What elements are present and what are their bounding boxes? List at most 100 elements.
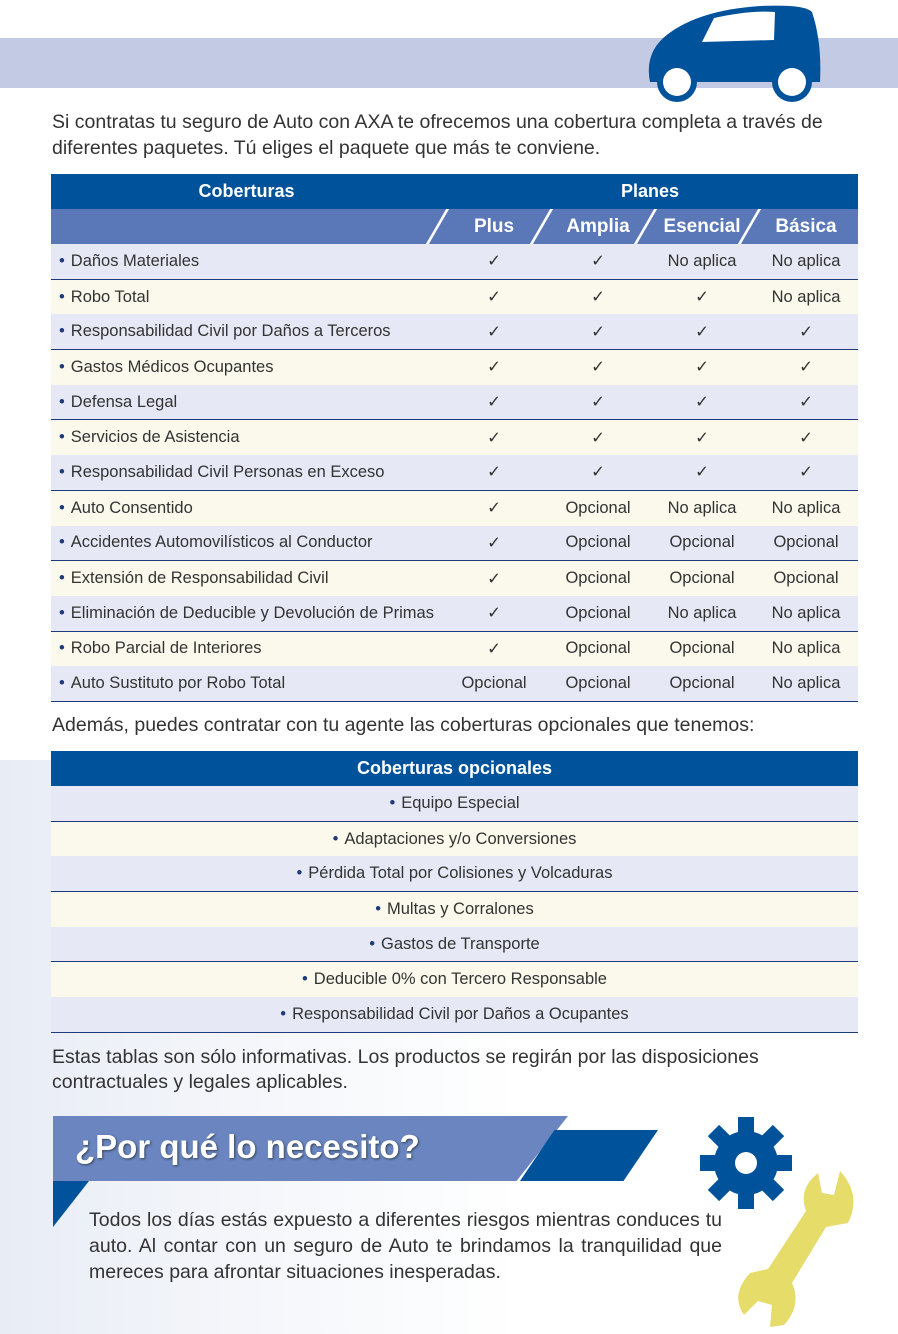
optional-row: • Multas y Corralones bbox=[51, 891, 858, 927]
check-icon: ✓ bbox=[442, 384, 546, 421]
optional-row: • Responsabilidad Civil por Daños a Ocupa… bbox=[51, 997, 858, 1033]
car-icon bbox=[648, 5, 821, 102]
optional-item: • Adaptaciones y/o Conversiones bbox=[51, 821, 858, 857]
check-icon: ✓ bbox=[442, 314, 546, 351]
check-icon: ✓ bbox=[650, 349, 754, 385]
coverage-value: No aplica bbox=[650, 490, 754, 526]
coverage-label: • Auto Sustituto por Robo Total bbox=[51, 666, 442, 702]
disclaimer: Estas tablas son sólo informativas. Los … bbox=[52, 1046, 759, 1093]
table-row: • Defensa Legal ✓ ✓ ✓ ✓ bbox=[51, 384, 858, 421]
check-icon: ✓ bbox=[754, 419, 858, 456]
coverage-label: • Servicios de Asistencia bbox=[51, 419, 442, 456]
check-icon: ✓ bbox=[546, 279, 650, 315]
check-icon: ✓ bbox=[442, 419, 546, 456]
table-row: • Gastos Médicos Ocupantes ✓ ✓ ✓ ✓ bbox=[51, 349, 858, 385]
table-row: • Daños Materiales ✓ ✓ No aplica No aplica bbox=[51, 244, 858, 280]
check-icon: ✓ bbox=[754, 455, 858, 491]
coverage-value: No aplica bbox=[754, 595, 858, 632]
coverage-value: No aplica bbox=[754, 631, 858, 667]
table-row: • Servicios de Asistencia ✓ ✓ ✓ ✓ bbox=[51, 419, 858, 456]
gear-icon bbox=[700, 1117, 792, 1209]
coverage-value: Opcional bbox=[754, 525, 858, 562]
check-icon: ✓ bbox=[546, 244, 650, 280]
coverage-value: Opcional bbox=[546, 666, 650, 702]
check-icon: ✓ bbox=[546, 384, 650, 421]
coverage-label: • Robo Parcial de Interiores bbox=[51, 631, 442, 667]
coverage-label: • Daños Materiales bbox=[51, 244, 442, 280]
coverage-value: No aplica bbox=[754, 490, 858, 526]
optional-item: • Multas y Corralones bbox=[51, 891, 858, 927]
table-row: • Accidentes Automovilísticos al Conducto… bbox=[51, 525, 858, 562]
coverage-label: • Extensión de Responsabilidad Civil bbox=[51, 560, 442, 596]
optional-row: • Adaptaciones y/o Conversiones bbox=[51, 821, 858, 857]
check-icon: ✓ bbox=[442, 631, 546, 667]
check-icon: ✓ bbox=[442, 279, 546, 315]
check-icon: ✓ bbox=[442, 455, 546, 491]
table-row: • Robo Total ✓ ✓ ✓ No aplica bbox=[51, 279, 858, 315]
check-icon: ✓ bbox=[754, 349, 858, 385]
check-icon: ✓ bbox=[442, 595, 546, 632]
coverage-label: • Responsabilidad Civil por Daños a Terce… bbox=[51, 314, 442, 351]
coverage-value: No aplica bbox=[650, 244, 754, 280]
table-row: • Responsabilidad Civil Personas en Exces… bbox=[51, 455, 858, 491]
coverage-value: No aplica bbox=[754, 244, 858, 280]
coverage-value: No aplica bbox=[754, 279, 858, 315]
coverage-value: Opcional bbox=[650, 560, 754, 596]
table-row: • Extensión de Responsabilidad Civil ✓ Opci… bbox=[51, 560, 858, 596]
plan-basica: Básica bbox=[775, 215, 837, 237]
check-icon: ✓ bbox=[650, 314, 754, 351]
optional-row: • Deducible 0% con Tercero Responsable bbox=[51, 961, 858, 998]
optional-row: • Equipo Especial bbox=[51, 786, 858, 822]
check-icon: ✓ bbox=[442, 349, 546, 385]
check-icon: ✓ bbox=[546, 419, 650, 456]
coverage-value: Opcional bbox=[650, 631, 754, 667]
why-title: ¿Por qué lo necesito? bbox=[75, 1128, 420, 1165]
check-icon: ✓ bbox=[754, 314, 858, 351]
table-row: • Eliminación de Deducible y Devolución d… bbox=[51, 595, 858, 632]
coverage-value: Opcional bbox=[546, 595, 650, 632]
optional-item: • Equipo Especial bbox=[51, 786, 858, 822]
table-row: • Robo Parcial de Interiores ✓ Opcional Opci… bbox=[51, 631, 858, 667]
coverage-value: Opcional bbox=[546, 490, 650, 526]
coverage-label: • Robo Total bbox=[51, 279, 442, 315]
plan-amplia: Amplia bbox=[566, 215, 630, 237]
coverage-label: • Accidentes Automovilísticos al Conducto… bbox=[51, 525, 442, 562]
table-row: • Auto Consentido ✓ Opcional No aplica No apl… bbox=[51, 490, 858, 526]
optional-item: • Responsabilidad Civil por Daños a Ocupa… bbox=[51, 997, 858, 1033]
check-icon: ✓ bbox=[650, 419, 754, 456]
optional-header: Coberturas opcionales bbox=[51, 751, 858, 786]
coverage-value: No aplica bbox=[650, 595, 754, 632]
coverage-label: • Gastos Médicos Ocupantes bbox=[51, 349, 442, 385]
coverage-label: • Auto Consentido bbox=[51, 490, 442, 526]
why-banner bbox=[53, 1116, 568, 1181]
check-icon: ✓ bbox=[754, 384, 858, 421]
optional-item: • Pérdida Total por Colisiones y Volcadur… bbox=[51, 856, 858, 893]
optional-item: • Deducible 0% con Tercero Responsable bbox=[51, 961, 858, 998]
table-row: • Auto Sustituto por Robo Total Opcional Op… bbox=[51, 666, 858, 702]
plan-esencial: Esencial bbox=[663, 215, 741, 237]
coverage-value: Opcional bbox=[650, 525, 754, 562]
intro-text: Si contratas tu seguro de Auto con AXA t… bbox=[52, 111, 823, 159]
coverage-label: • Responsabilidad Civil Personas en Exces… bbox=[51, 455, 442, 491]
check-icon: ✓ bbox=[650, 384, 754, 421]
header-coberturas: Coberturas bbox=[51, 174, 442, 209]
table-row: • Responsabilidad Civil por Daños a Terce… bbox=[51, 314, 858, 351]
check-icon: ✓ bbox=[442, 560, 546, 596]
coverage-value: Opcional bbox=[442, 666, 546, 702]
coverage-label: • Eliminación de Deducible y Devolución d… bbox=[51, 595, 442, 632]
coverage-value: Opcional bbox=[754, 560, 858, 596]
coverage-value: Opcional bbox=[546, 631, 650, 667]
wrench-icon bbox=[738, 1171, 854, 1327]
optional-row: • Gastos de Transporte bbox=[51, 926, 858, 963]
header-planes: Planes bbox=[442, 174, 858, 209]
optional-table: Coberturas opcionales • Equipo Especial • A… bbox=[51, 751, 858, 1033]
check-icon: ✓ bbox=[442, 490, 546, 526]
coverage-label: • Defensa Legal bbox=[51, 384, 442, 421]
check-icon: ✓ bbox=[546, 455, 650, 491]
coverage-value: Opcional bbox=[546, 560, 650, 596]
coverage-value: No aplica bbox=[754, 666, 858, 702]
why-body: Todos los días estás expuesto a diferent… bbox=[89, 1209, 722, 1283]
optional-row: • Pérdida Total por Colisiones y Volcadur… bbox=[51, 856, 858, 893]
check-icon: ✓ bbox=[650, 455, 754, 491]
plan-plus: Plus bbox=[473, 215, 515, 237]
